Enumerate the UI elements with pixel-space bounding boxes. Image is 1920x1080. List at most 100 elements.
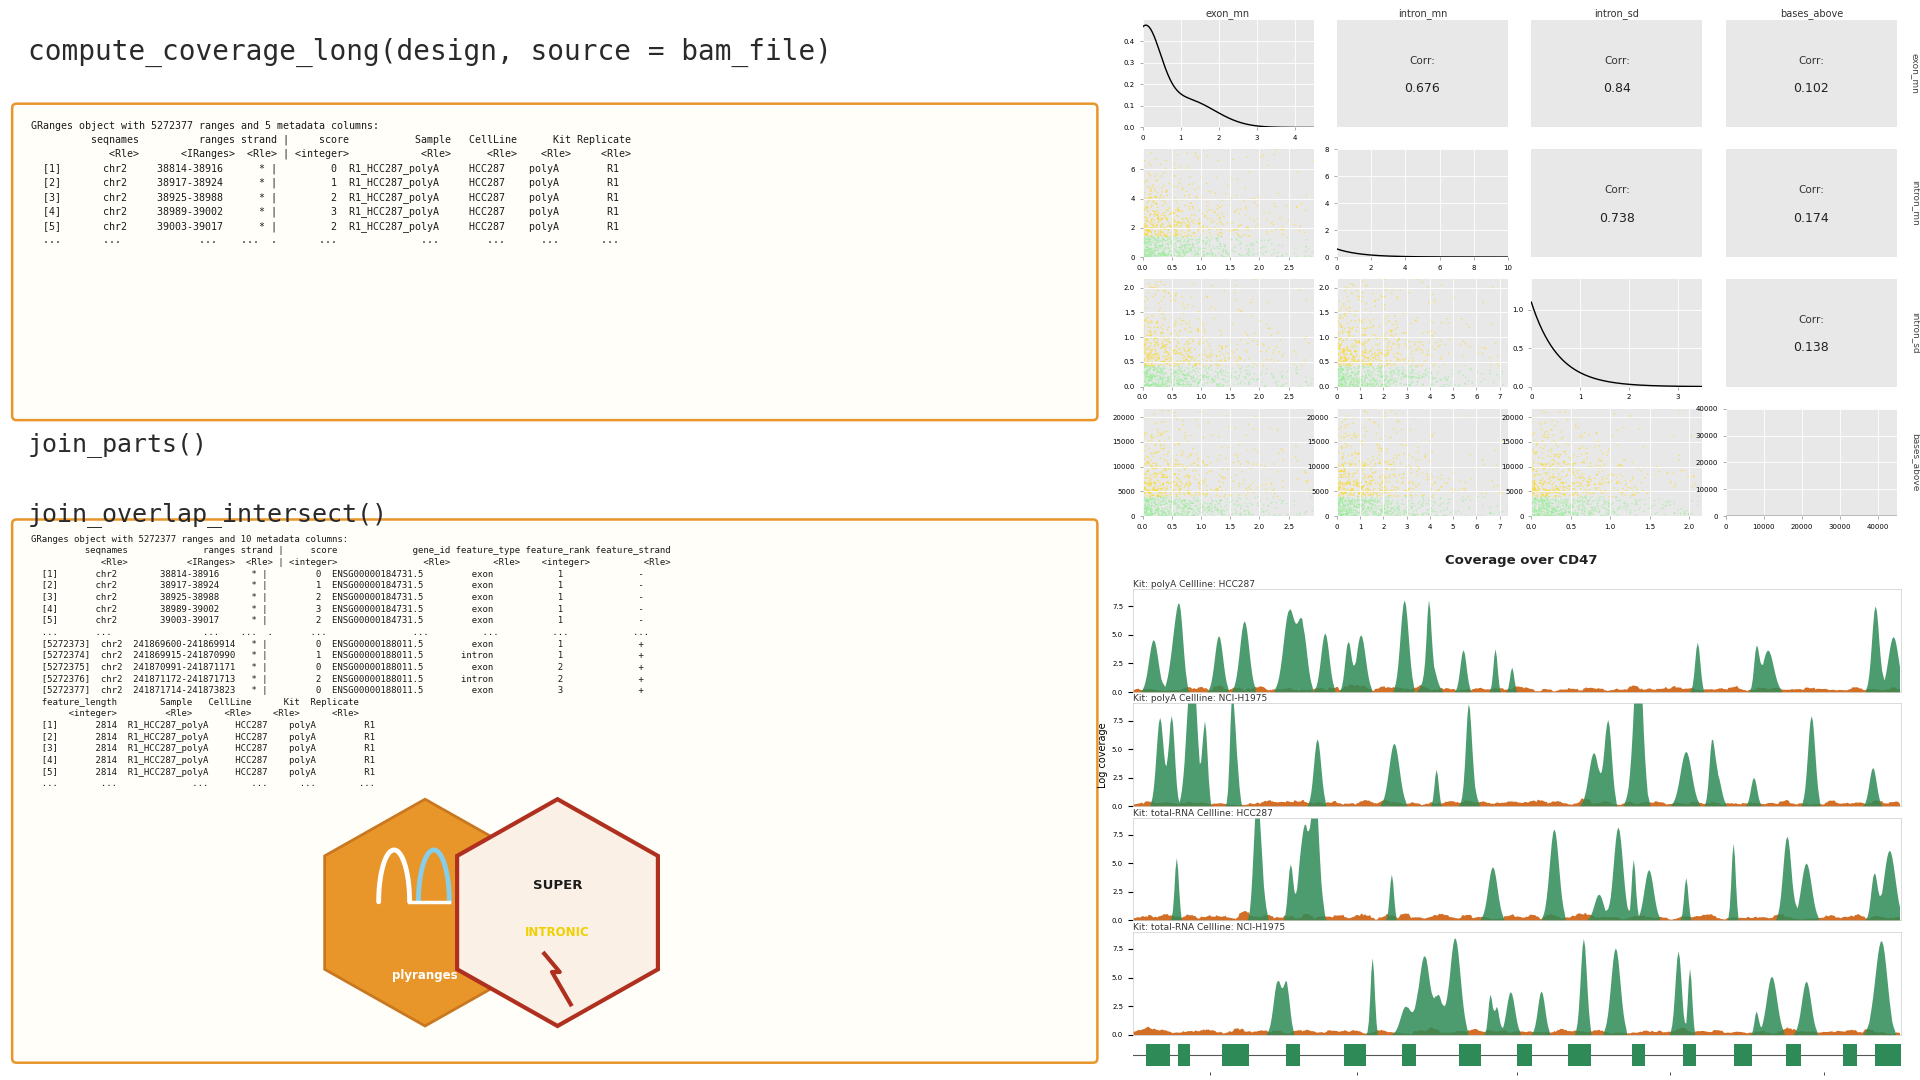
Point — [1419, 294, 1450, 311]
Point — [1546, 458, 1576, 475]
Point — [1133, 219, 1164, 237]
Point — [1140, 242, 1171, 259]
Point — [1365, 505, 1396, 523]
Point — [1327, 352, 1357, 369]
Point — [1327, 345, 1357, 362]
Point — [1139, 359, 1169, 376]
Point — [1146, 376, 1177, 393]
Point — [1187, 491, 1217, 509]
Point — [1133, 245, 1164, 262]
Point — [1139, 482, 1169, 499]
Point — [1323, 462, 1354, 480]
Point — [1146, 243, 1177, 260]
Point — [1135, 230, 1165, 247]
Point — [1192, 333, 1223, 350]
Point — [1350, 491, 1380, 509]
Point — [1611, 497, 1642, 514]
Point — [1574, 505, 1605, 523]
Point — [1302, 488, 1332, 505]
Point — [1129, 241, 1160, 258]
Point — [1492, 338, 1523, 355]
Point — [1367, 473, 1398, 490]
Point — [1463, 363, 1494, 380]
Point — [1137, 505, 1167, 523]
Point — [1348, 496, 1379, 513]
Point — [1524, 507, 1555, 524]
Point — [1129, 337, 1160, 354]
Point — [1392, 367, 1423, 384]
Point — [1160, 287, 1190, 305]
Point — [1265, 207, 1296, 225]
Point — [1356, 496, 1386, 513]
Point — [1394, 376, 1425, 393]
Point — [1338, 353, 1369, 370]
Point — [1154, 443, 1185, 460]
Point — [1173, 227, 1204, 244]
Point — [1196, 481, 1227, 498]
Point — [1344, 333, 1375, 350]
Point — [1129, 337, 1160, 354]
Point — [1540, 489, 1571, 507]
Point — [1131, 474, 1162, 491]
Point — [1175, 349, 1206, 366]
Point — [1133, 375, 1164, 392]
Point — [1169, 476, 1200, 494]
Point — [1131, 505, 1162, 523]
Point — [1233, 502, 1263, 519]
Point — [1238, 420, 1269, 437]
Point — [1331, 484, 1361, 501]
Point — [1427, 478, 1457, 496]
Point — [1323, 457, 1354, 474]
Point — [1129, 496, 1160, 513]
Point — [1137, 501, 1167, 518]
Point — [1133, 220, 1164, 238]
Point — [1137, 497, 1167, 514]
Point — [1165, 376, 1196, 393]
Point — [1142, 496, 1173, 513]
Point — [1164, 232, 1194, 249]
Point — [1367, 498, 1398, 515]
Point — [1164, 505, 1194, 523]
Point — [1188, 233, 1219, 251]
Point — [1548, 507, 1578, 524]
Point — [1152, 183, 1183, 200]
Point — [1668, 507, 1699, 524]
Point — [1133, 239, 1164, 256]
Point — [1135, 482, 1165, 499]
Point — [1202, 352, 1233, 369]
Point — [1169, 336, 1200, 353]
Point — [1129, 449, 1160, 467]
Point — [1538, 451, 1569, 469]
Point — [1156, 507, 1187, 524]
Point — [1279, 216, 1309, 233]
Point — [1142, 239, 1173, 256]
Point — [1200, 499, 1231, 516]
Point — [1179, 495, 1210, 512]
Point — [1534, 499, 1565, 516]
Point — [1323, 491, 1354, 509]
Point — [1183, 375, 1213, 392]
Point — [1521, 502, 1551, 519]
Point — [1455, 446, 1486, 463]
Point — [1411, 260, 1442, 278]
Point — [1169, 352, 1200, 369]
Point — [1140, 361, 1171, 378]
Point — [1167, 504, 1198, 522]
Point — [1398, 460, 1428, 477]
Point — [1290, 187, 1321, 204]
Point — [1338, 491, 1369, 509]
Point — [1331, 306, 1361, 323]
Point — [1164, 364, 1194, 381]
Point — [1348, 359, 1379, 376]
Point — [1131, 243, 1162, 260]
Point — [1146, 215, 1177, 232]
Point — [1144, 353, 1175, 370]
Point — [1553, 498, 1584, 515]
Point — [1165, 473, 1196, 490]
Point — [1432, 368, 1463, 386]
Point — [1242, 233, 1273, 251]
Point — [1549, 455, 1580, 472]
Point — [1171, 373, 1202, 390]
Point — [1352, 404, 1382, 421]
Point — [1156, 217, 1187, 234]
